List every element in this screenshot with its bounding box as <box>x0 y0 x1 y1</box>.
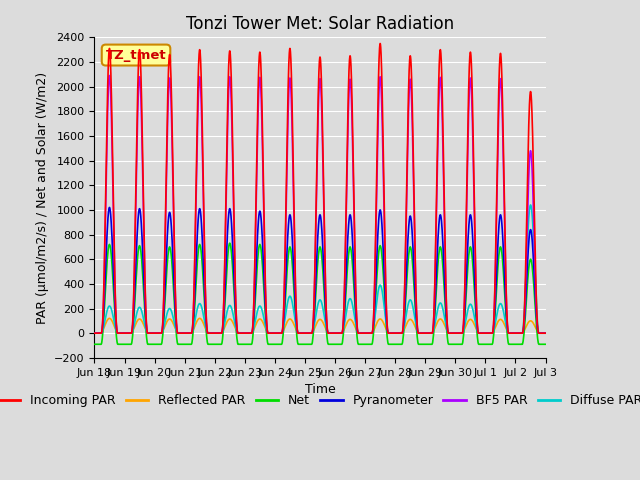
Title: Tonzi Tower Met: Solar Radiation: Tonzi Tower Met: Solar Radiation <box>186 15 454 33</box>
Legend: Incoming PAR, Reflected PAR, Net, Pyranometer, BF5 PAR, Diffuse PAR: Incoming PAR, Reflected PAR, Net, Pyrano… <box>0 389 640 412</box>
Y-axis label: PAR (μmol/m2/s) / Net and Solar (W/m2): PAR (μmol/m2/s) / Net and Solar (W/m2) <box>36 72 49 324</box>
X-axis label: Time: Time <box>305 383 335 396</box>
Text: TZ_tmet: TZ_tmet <box>106 48 166 61</box>
